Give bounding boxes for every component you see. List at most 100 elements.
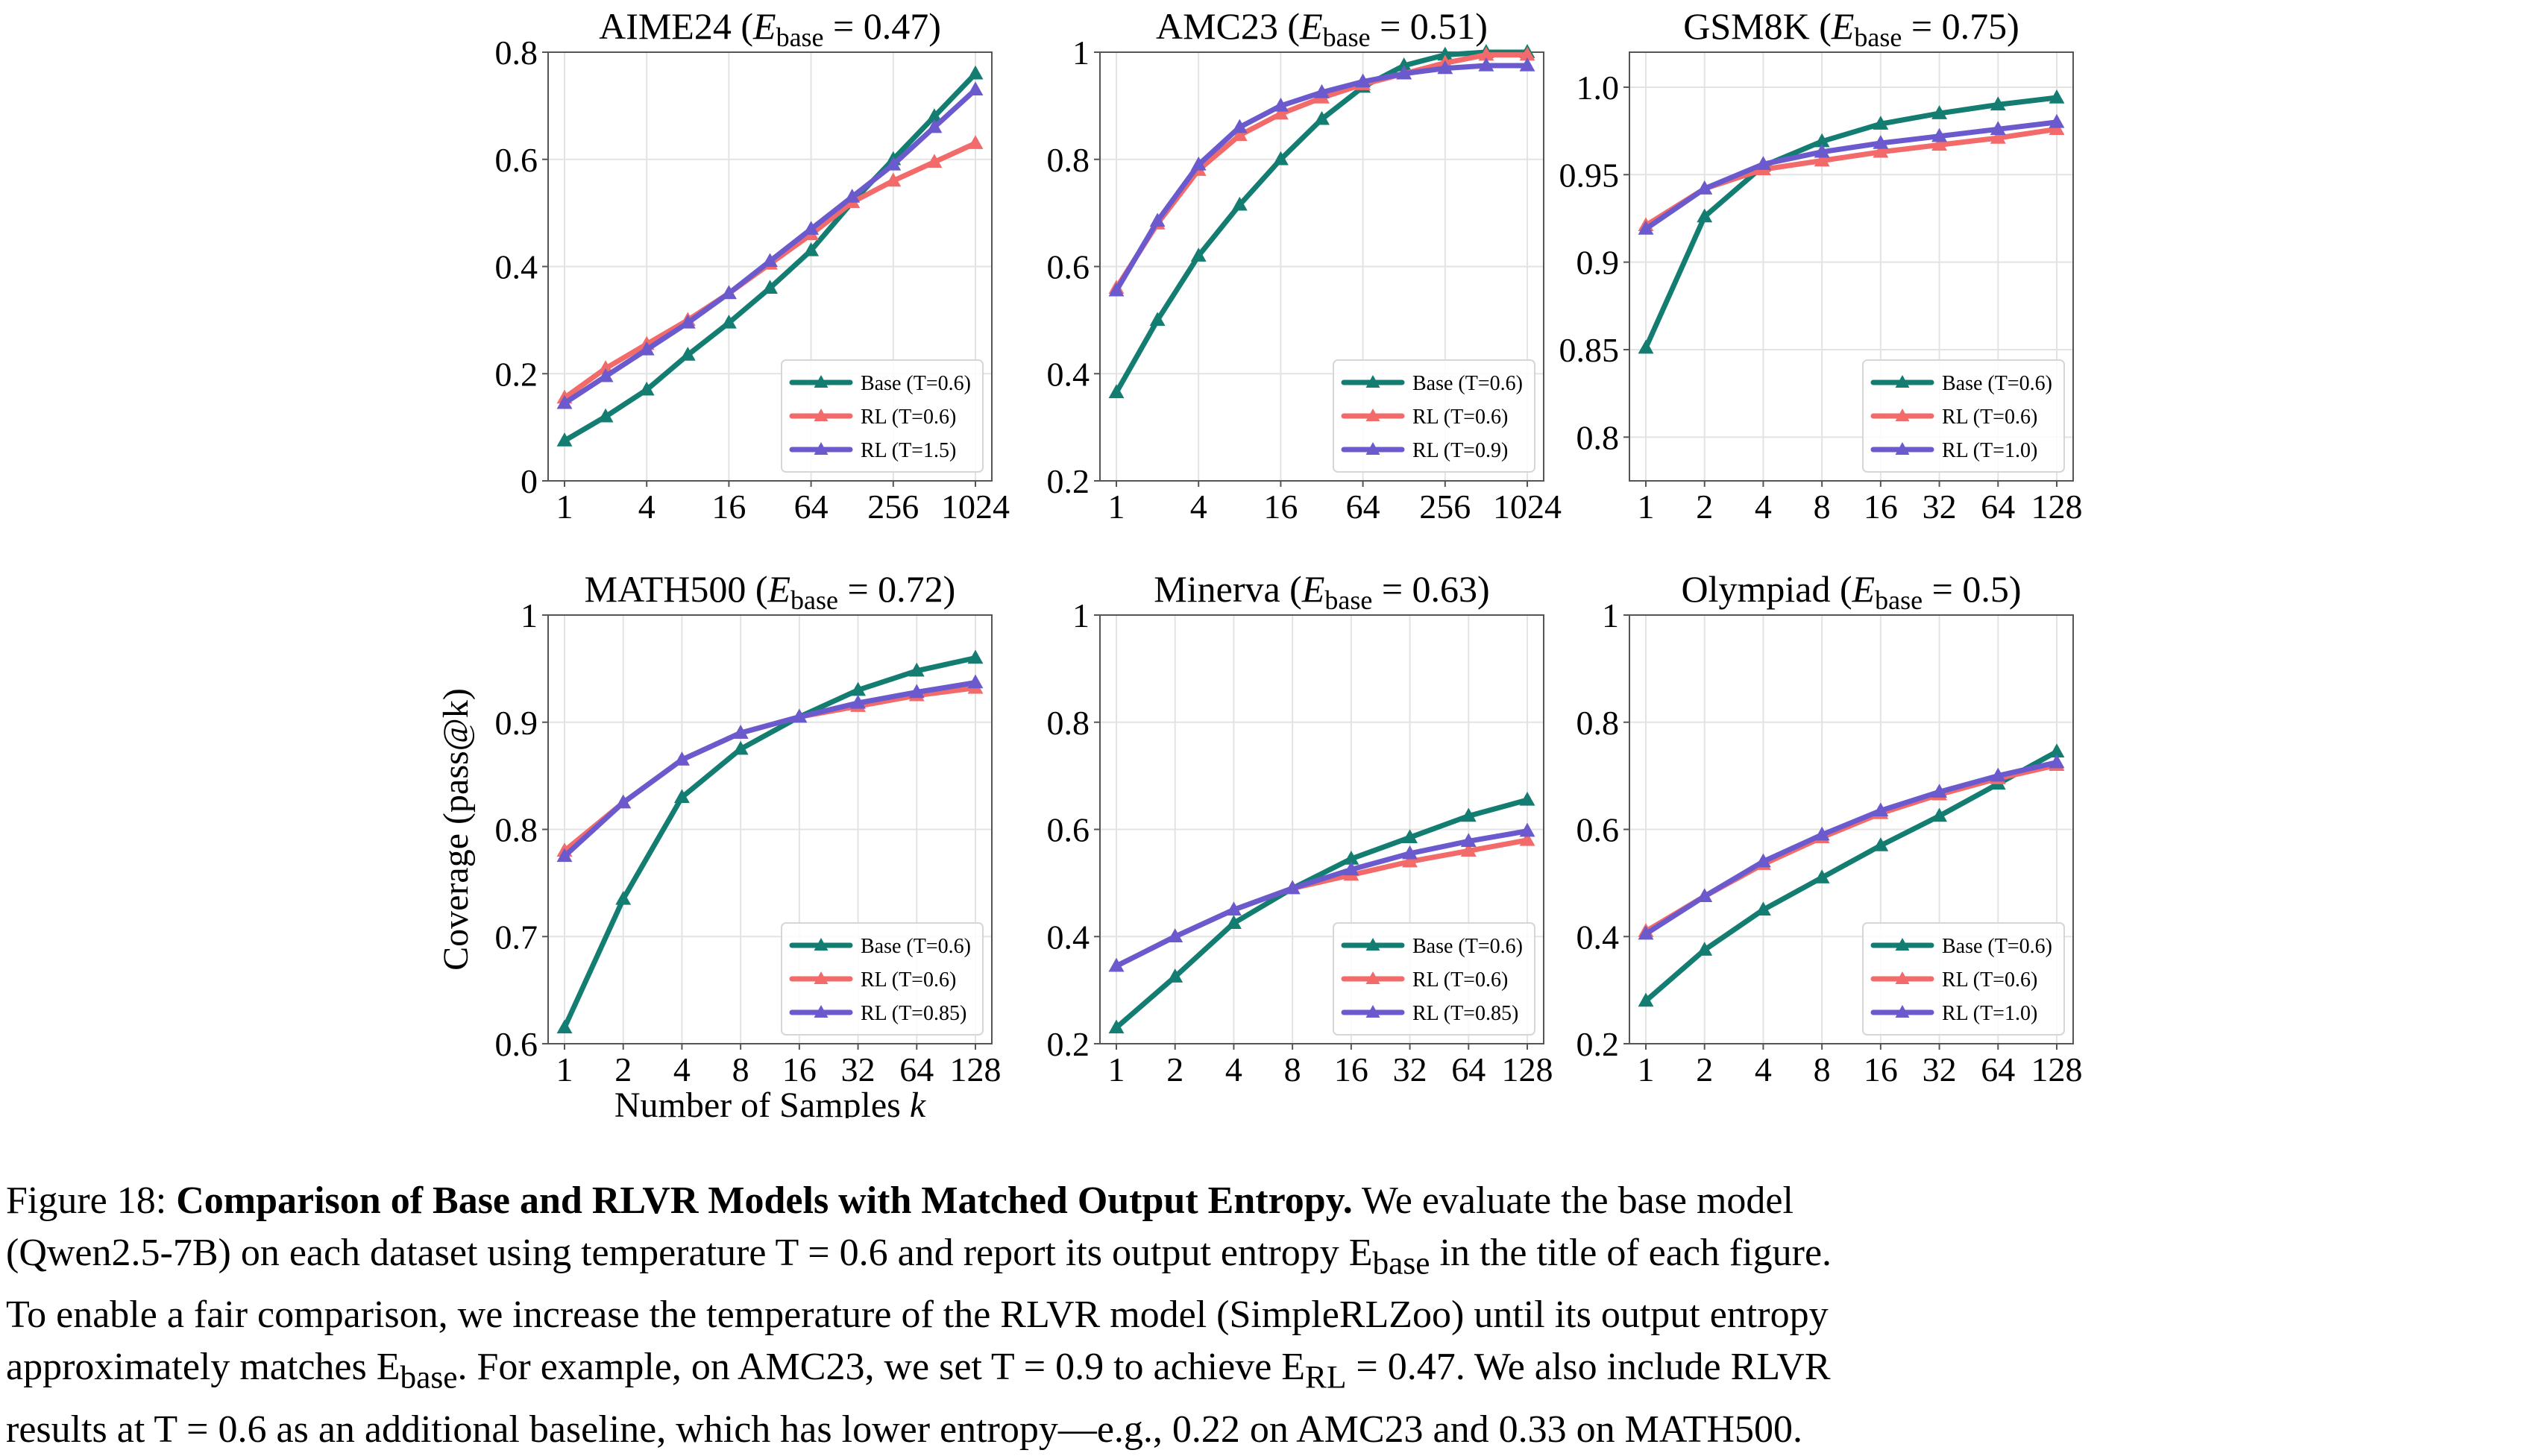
data-point-marker <box>1190 156 1207 171</box>
data-point-marker <box>1478 46 1494 61</box>
data-point-marker <box>967 674 984 689</box>
series-line <box>1643 760 2060 937</box>
data-point-marker <box>762 253 778 268</box>
legend-item: Base (T=0.6) <box>1870 372 2052 395</box>
legend: Base (T=0.6) RL (T=0.6) RL (T=1.5) <box>781 359 984 473</box>
data-point-marker <box>1396 65 1412 80</box>
data-point-marker <box>1460 833 1477 848</box>
data-point-marker <box>1638 925 1654 940</box>
legend-label: RL (T=1.5) <box>861 439 956 462</box>
data-point-marker <box>1402 853 1418 868</box>
legend-item: RL (T=0.85) <box>1341 1002 1518 1025</box>
x-tick-label: 64 <box>794 488 829 526</box>
x-tick-label: 2 <box>1166 1050 1183 1088</box>
legend-label: RL (T=0.85) <box>861 1002 966 1025</box>
caption-line4-b: . For example, on AMC23, we set T = 0.9 … <box>457 1346 1306 1389</box>
legend-label: RL (T=0.6) <box>1412 968 1508 992</box>
data-point-marker <box>1873 135 1889 149</box>
panel-title-prefix: MATH500 ( <box>585 568 768 610</box>
legend: Base (T=0.6) RL (T=0.6) RL (T=0.85) <box>1333 922 1535 1036</box>
legend-item: RL (T=0.6) <box>789 406 956 429</box>
caption-line1-rest: We evaluate the base model <box>1352 1179 1793 1222</box>
caption-line2-end: in the title of each figure. <box>1430 1232 1832 1274</box>
legend-label: Base (T=0.6) <box>1412 372 1523 395</box>
caption-line2-subscript: base <box>1372 1245 1430 1282</box>
data-point-marker <box>850 681 867 696</box>
series-3 <box>1108 57 1535 297</box>
panel-title: MATH500 (Ebase = 0.72) <box>585 568 956 615</box>
panel-title-suffix: = 0.5) <box>1923 568 2021 610</box>
data-point-marker <box>1990 130 2006 144</box>
y-tick-label: 0.7 <box>495 918 538 956</box>
legend-item: RL (T=0.6) <box>1870 406 2037 429</box>
data-point-marker <box>597 408 614 423</box>
data-point-marker <box>926 119 943 133</box>
legend-swatch-marker <box>1895 375 1910 388</box>
series-line <box>1643 749 2060 1003</box>
panel-title-prefix: Olympiad ( <box>1681 568 1852 610</box>
y-tick-label: 0.6 <box>1047 248 1090 286</box>
legend-label: RL (T=0.85) <box>1412 1002 1518 1025</box>
y-tick-label: 0.8 <box>1047 141 1090 179</box>
legend-swatch-marker <box>1895 442 1910 455</box>
y-axis-label: Coverage (pass@k) <box>436 688 476 971</box>
x-tick-label: 64 <box>1981 1050 2015 1088</box>
chart-panel-2: 1 4 16 64 256 1024 0.2 0.4 0.6 0.8 1 AMC23 (Ebase =… <box>1047 5 1562 526</box>
data-point-marker <box>803 221 820 235</box>
legend-item: Base (T=0.6) <box>789 935 971 958</box>
data-point-marker <box>1437 60 1453 75</box>
x-tick-label: 1024 <box>941 488 1010 526</box>
data-point-marker <box>1814 133 1830 148</box>
y-tick-label: 0.2 <box>1576 1025 1620 1063</box>
series-3 <box>1108 822 1535 972</box>
panel-title-suffix: = 0.47) <box>824 5 941 47</box>
legend-item: Base (T=0.6) <box>1341 372 1523 395</box>
data-point-marker <box>1108 957 1125 972</box>
data-point-marker <box>1814 869 1830 883</box>
legend-swatch-marker <box>1365 971 1380 984</box>
data-point-marker <box>1272 151 1289 166</box>
panel-title: Minerva (Ebase = 0.63) <box>1154 568 1489 615</box>
data-point-marker <box>1478 57 1494 72</box>
data-point-marker <box>1931 784 1948 798</box>
series-3 <box>1638 113 2065 235</box>
series-line <box>1113 828 1530 969</box>
legend-label: RL (T=0.6) <box>1412 406 1508 429</box>
x-tick-label: 64 <box>1981 488 2015 526</box>
series-line <box>1643 762 2060 934</box>
y-tick-label: 1 <box>521 596 538 634</box>
data-point-marker <box>597 368 614 382</box>
panel-title: GSM8K (Ebase = 0.75) <box>1683 5 2019 52</box>
data-point-marker <box>1314 110 1330 125</box>
legend: Base (T=0.6) RL (T=0.6) RL (T=0.9) <box>1333 359 1535 473</box>
x-tick-label: 256 <box>1419 488 1471 526</box>
legend-item: RL (T=0.9) <box>1341 439 1508 462</box>
x-tick-label: 16 <box>1864 1050 1898 1088</box>
panel-title-symbol: E <box>1299 5 1323 47</box>
legend-label: Base (T=0.6) <box>1942 372 2052 395</box>
x-tick-label: 64 <box>899 1050 934 1088</box>
legend-item: RL (T=1.0) <box>1870 1002 2037 1025</box>
legend-item: RL (T=1.5) <box>789 439 956 462</box>
panel-title-subscript: base <box>776 22 824 52</box>
legend-swatch-marker <box>1365 375 1380 388</box>
panel-title-symbol: E <box>752 5 776 47</box>
y-tick-label: 0.2 <box>1047 462 1090 500</box>
series-3 <box>1638 754 2065 940</box>
x-tick-label: 16 <box>711 488 746 526</box>
legend-box <box>1862 922 2065 1036</box>
x-tick-label: 128 <box>950 1050 1002 1088</box>
data-point-marker <box>1519 822 1535 837</box>
y-tick-label: 0 <box>521 462 538 500</box>
x-tick-label: 1 <box>1108 488 1125 526</box>
data-point-marker <box>1755 156 1771 170</box>
data-point-marker <box>1225 901 1242 916</box>
data-point-marker <box>679 314 696 329</box>
x-tick-label: 16 <box>1263 488 1298 526</box>
x-tick-label: 2 <box>1696 1050 1713 1088</box>
data-point-marker <box>1519 831 1535 846</box>
data-point-marker <box>1355 73 1371 88</box>
data-point-marker <box>1225 915 1242 929</box>
legend-swatch-marker <box>1895 971 1910 984</box>
data-point-marker <box>885 156 902 171</box>
